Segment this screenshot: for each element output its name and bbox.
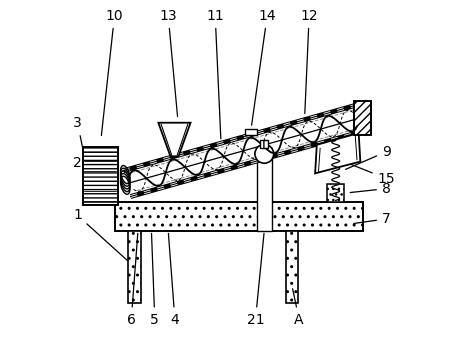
Text: 2: 2	[73, 156, 99, 200]
Bar	[354, 101, 371, 135]
Bar	[286, 231, 299, 303]
Text: 8: 8	[350, 182, 391, 196]
Bar	[327, 184, 344, 202]
Text: 15: 15	[340, 160, 395, 186]
Bar	[115, 202, 363, 231]
Circle shape	[255, 145, 273, 163]
Text: 10: 10	[101, 9, 123, 135]
Text: 21: 21	[246, 233, 264, 327]
Text: 1: 1	[73, 209, 128, 261]
Text: 7: 7	[354, 212, 391, 226]
Text: 5: 5	[150, 233, 159, 327]
Text: 9: 9	[346, 145, 391, 170]
Text: 3: 3	[73, 116, 85, 161]
Text: 4: 4	[168, 233, 179, 327]
Polygon shape	[123, 105, 363, 196]
Text: 12: 12	[301, 9, 318, 114]
Polygon shape	[158, 123, 191, 156]
Bar	[245, 129, 257, 135]
Text: 6: 6	[127, 233, 138, 327]
Polygon shape	[315, 133, 360, 173]
Bar	[82, 147, 118, 206]
Text: 13: 13	[159, 9, 178, 117]
Text: A: A	[292, 289, 304, 327]
Text: 11: 11	[206, 9, 224, 139]
Text: 14: 14	[252, 9, 276, 125]
Bar	[128, 231, 141, 303]
Bar	[260, 141, 268, 148]
Bar	[257, 156, 272, 231]
